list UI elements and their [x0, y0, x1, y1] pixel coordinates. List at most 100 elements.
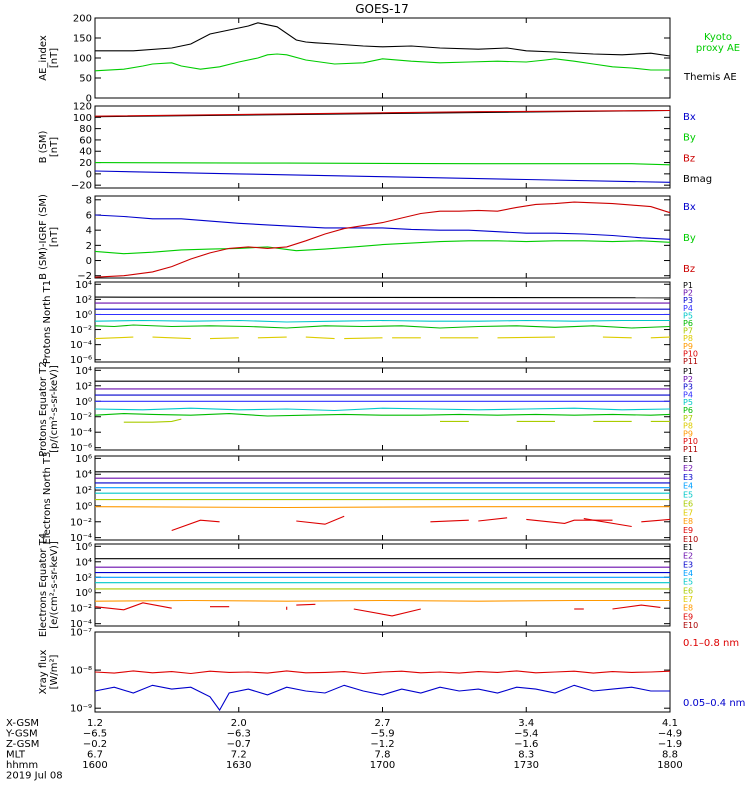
legend-entry: P8: [683, 334, 693, 343]
y-tick-label: 10⁶: [75, 454, 92, 465]
series-line-0-1-0-8-nm: [94, 670, 671, 675]
series-line-p5: [94, 319, 670, 323]
series-line-e8: [94, 599, 670, 602]
series-line-p7: [123, 418, 182, 423]
y-tick-label: 10⁰: [75, 588, 92, 599]
y-tick-label: 10⁶: [75, 542, 92, 553]
legend-entry: E4: [683, 569, 693, 578]
legend-entry: P1: [683, 281, 693, 290]
series-line-bx: [94, 214, 671, 240]
y-tick-label: 10⁻²: [70, 412, 92, 423]
y-tick-label: 200: [73, 14, 92, 25]
panel-frame: [94, 105, 671, 189]
y-tick-label: 4: [86, 226, 92, 237]
chart-title: GOES-17: [355, 2, 409, 16]
y-tick-label: 10⁴: [75, 280, 92, 291]
y-tick-label: 10⁻⁹: [70, 704, 92, 715]
x-info-value: 1.2: [87, 718, 103, 729]
y-axis-label-line: Protons Equator T2: [38, 361, 49, 457]
series-line-p8: [305, 336, 335, 340]
legend-entry: P10: [683, 349, 698, 358]
x-info-value: 7.2: [231, 750, 247, 761]
x-info-value: 7.8: [375, 750, 391, 761]
series-line-bz: [94, 109, 671, 117]
legend-entry: Bx: [683, 202, 696, 213]
y-tick-label: 50: [79, 74, 92, 85]
legend-entry: E8: [683, 604, 693, 613]
x-info-value: −0.7: [227, 739, 251, 750]
y-tick-label: 120: [73, 102, 92, 113]
series-line-e9: [478, 517, 508, 522]
x-info-value: −5.9: [370, 729, 394, 740]
series-line-0-05-0-4-nm: [94, 684, 670, 712]
legend-entry: E6: [683, 499, 693, 508]
legend-entry: E3: [683, 473, 693, 482]
panel-7: 10⁻⁴ 10⁻² 10⁰ 10² 10⁴ 10⁶ Electrons Equator T4…: [38, 533, 698, 637]
series-line-e9: [353, 608, 421, 617]
legend-entry: P7: [683, 414, 693, 423]
x-info-row-label: MLT: [6, 750, 26, 761]
legend-entry: E9: [683, 526, 693, 535]
y-axis-label-line: Protons North T1: [42, 280, 53, 364]
y-axis-label: B (SM)-IGRF (SM)[nT]: [38, 194, 60, 280]
panel-frame: [94, 195, 671, 279]
y-tick-label: 40: [79, 147, 92, 158]
y-axis-label: AE_index[nT]: [38, 35, 60, 81]
series-line-themis-ae: [95, 22, 671, 57]
panel-8: 10⁻⁹ 10⁻⁸ 10⁻⁷ Xray flux[W/m²] 0.1–0.8 nm 0.0…: [38, 628, 745, 715]
legend-entry: P4: [683, 304, 693, 313]
y-tick-label: 10⁻⁶: [70, 355, 92, 366]
panel-frame: [94, 17, 671, 99]
series-line-p6: [94, 413, 671, 417]
legend-entry: P3: [683, 296, 693, 305]
x-info-value: 1630: [226, 760, 251, 771]
y-axis-label-line: Electrons Equator T4: [38, 533, 49, 637]
legend-entry: P2: [683, 289, 693, 298]
y-tick-label: 10⁻⁴: [70, 619, 92, 630]
x-info-value: 1730: [514, 760, 539, 771]
legend-entry: E4: [683, 482, 693, 491]
legend-entry: P11: [683, 445, 698, 454]
x-info-value: 4.1: [662, 718, 678, 729]
legend-entry: E8: [683, 517, 693, 526]
series-line-e8: [94, 506, 670, 509]
legend-entry: E2: [683, 464, 693, 473]
y-tick-label: 10⁻⁴: [70, 533, 92, 544]
y-tick-label: 2: [86, 241, 92, 252]
legend-entry: E7: [683, 595, 693, 604]
series-line-e9: [612, 604, 661, 610]
y-tick-label: 10⁻⁶: [70, 443, 92, 454]
y-axis-label: B (SM)[nT]: [38, 130, 60, 163]
y-axis-label-line: AE_index: [38, 35, 49, 81]
legend-entry: P5: [683, 398, 693, 407]
y-tick-label: 10⁰: [75, 310, 92, 321]
legend-entry: P11: [683, 357, 698, 366]
series-line-p6: [94, 324, 671, 329]
legend-entry: E6: [683, 586, 693, 595]
x-info-value: −6.3: [227, 729, 251, 740]
series-line-e9: [296, 515, 345, 525]
y-axis-label-line: Electrons North T3: [42, 451, 53, 544]
y-tick-label: 10⁻⁸: [70, 666, 92, 677]
y-tick-label: 10⁰: [75, 501, 92, 512]
y-tick-label: 10⁻²: [70, 604, 92, 615]
x-info-value: 8.3: [518, 750, 534, 761]
x-info-value: −6.5: [83, 729, 107, 740]
series-line-e9: [430, 519, 469, 523]
legend-entry: P8: [683, 422, 693, 431]
y-axis-label-unit: [nT]: [49, 48, 60, 68]
y-tick-label: 8: [86, 195, 92, 206]
x-info-value: 6.7: [87, 750, 103, 761]
x-info-value: −0.2: [83, 739, 107, 750]
x-info-value: 3.4: [518, 718, 534, 729]
legend-entry: P1: [683, 367, 693, 376]
legend-entry: P5: [683, 311, 693, 320]
y-tick-label: 20: [79, 158, 92, 169]
y-tick-label: 10⁻⁷: [70, 628, 92, 639]
legend-entry: P2: [683, 375, 693, 384]
panel-5: 10⁻⁶ 10⁻⁴ 10⁻² 10⁰ 10² 10⁴ Protons Equator T2[…: [38, 361, 698, 457]
y-axis-label-unit: [nT]: [49, 227, 60, 247]
y-tick-label: 10²: [75, 295, 92, 306]
legend-entry: E10: [683, 621, 698, 630]
